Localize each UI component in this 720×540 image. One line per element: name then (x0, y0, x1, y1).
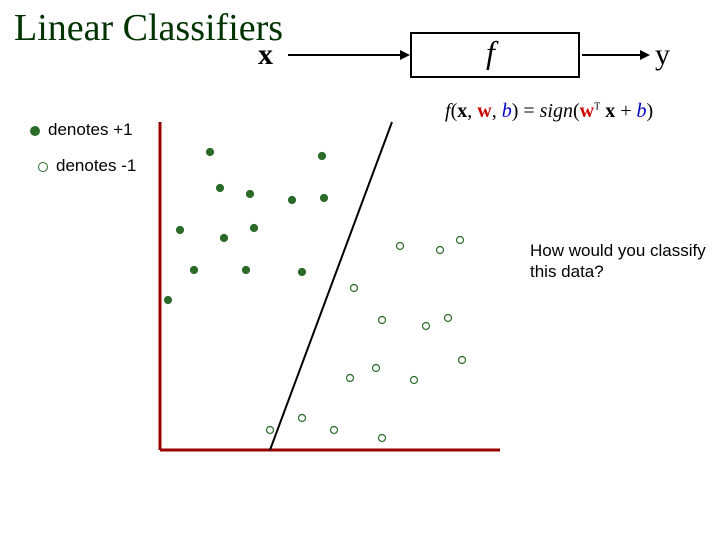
legend-plus1-text: denotes +1 (48, 120, 133, 139)
point-neg-6 (445, 315, 452, 322)
point-pos-8 (251, 225, 258, 232)
point-neg-2 (437, 247, 444, 254)
legend-minus1-text: denotes -1 (56, 156, 136, 175)
input-label: x (258, 38, 273, 72)
legend-plus1-dot (30, 126, 40, 136)
formula-x: x (457, 100, 467, 122)
formula-close-eq: ) = (512, 100, 540, 122)
legend-minus1: denotes -1 (38, 156, 136, 176)
formula-c1: , (467, 100, 477, 122)
point-neg-5 (423, 323, 430, 330)
formula-b: b (502, 100, 512, 122)
point-pos-4 (289, 197, 296, 204)
arrow-f-to-y (582, 54, 644, 56)
arrow-f-to-y-head (640, 50, 650, 60)
point-neg-12 (331, 427, 338, 434)
formula-c2: , (492, 100, 502, 122)
point-neg-11 (299, 415, 306, 422)
point-pos-1 (319, 153, 326, 160)
formula-close2: ) (647, 100, 654, 122)
formula-w2: w (580, 100, 594, 122)
point-pos-2 (217, 185, 224, 192)
output-label: y (655, 38, 670, 72)
legend-minus1-dot (38, 162, 48, 172)
point-pos-10 (243, 267, 250, 274)
point-neg-9 (411, 377, 418, 384)
point-neg-10 (459, 357, 466, 364)
function-box (410, 32, 580, 78)
point-pos-12 (165, 297, 172, 304)
question-text: How would you classify this data? (530, 240, 710, 283)
decision-boundary (270, 122, 392, 450)
formula-w: w (477, 100, 491, 122)
point-pos-0 (207, 149, 214, 156)
formula-plus: + (615, 100, 636, 122)
point-neg-0 (351, 285, 358, 292)
point-neg-7 (347, 375, 354, 382)
formula-sign: sign (540, 100, 573, 122)
point-neg-1 (397, 243, 404, 250)
point-neg-8 (373, 365, 380, 372)
point-pos-9 (191, 267, 198, 274)
point-neg-14 (267, 427, 274, 434)
point-neg-4 (379, 317, 386, 324)
formula-open2: ( (573, 100, 580, 122)
scatter-plot (150, 120, 510, 460)
formula-x2: x (605, 100, 615, 122)
point-pos-3 (247, 191, 254, 198)
point-pos-5 (321, 195, 328, 202)
arrow-x-to-f-head (400, 50, 410, 60)
slide-root: Linear Classifiers x f y f(x, w, b) = si… (0, 0, 720, 540)
legend-plus1: denotes +1 (30, 120, 133, 140)
arrow-x-to-f (288, 54, 404, 56)
point-neg-13 (379, 435, 386, 442)
function-label: f (486, 34, 495, 71)
slide-title: Linear Classifiers (14, 6, 283, 50)
point-pos-7 (221, 235, 228, 242)
point-pos-6 (177, 227, 184, 234)
point-neg-3 (457, 237, 464, 244)
point-pos-11 (299, 269, 306, 276)
formula-b2: b (637, 100, 647, 122)
